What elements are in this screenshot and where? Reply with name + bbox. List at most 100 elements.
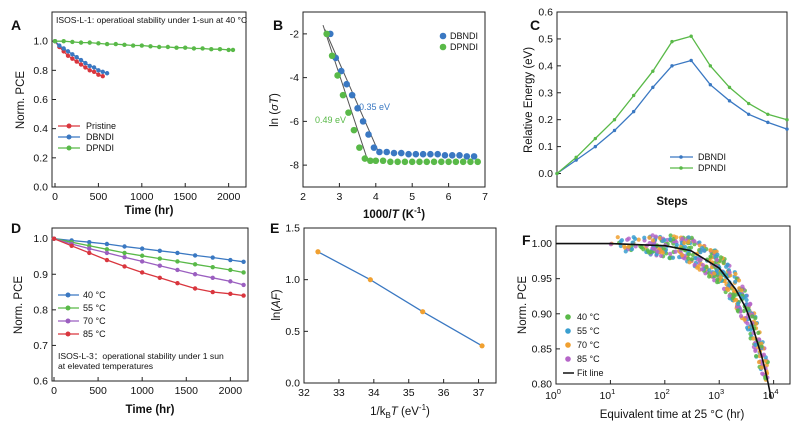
panel-d-series-0-point bbox=[175, 250, 180, 256]
panel-a-dpndi-point bbox=[78, 40, 84, 45]
panel-e-fit-line bbox=[317, 251, 483, 347]
panel-d-series-0-line bbox=[53, 238, 244, 263]
panel-f-point bbox=[699, 267, 705, 272]
panel-d-series-3-point bbox=[210, 289, 215, 295]
legend-85c-label: 85 °C bbox=[577, 354, 600, 364]
panel-f-frame bbox=[555, 225, 791, 385]
panel-b-x-ticks: 2 3 4 5 6 7 bbox=[300, 183, 488, 203]
panel-f-point bbox=[759, 344, 764, 349]
panel-d-series-0-point bbox=[157, 248, 163, 253]
legend-dbndi-marker bbox=[439, 32, 447, 40]
panel-d-series-2-point bbox=[157, 263, 163, 268]
x-tick-label: 37 bbox=[473, 387, 485, 399]
panel-d-series-3-point bbox=[51, 236, 57, 241]
panel-c-dbndi-point bbox=[708, 82, 713, 87]
panel-f-point bbox=[677, 255, 682, 260]
panel-f-point bbox=[712, 271, 717, 276]
panel-f-point bbox=[647, 235, 652, 240]
panel-a-dpndi-point bbox=[113, 41, 118, 47]
panel-f-point bbox=[629, 247, 635, 252]
panel-a-x-ticks: 0 500 1000 1500 2000 bbox=[52, 183, 240, 203]
panel-b-dbndi-point bbox=[434, 150, 441, 158]
panel-f-point bbox=[650, 233, 655, 238]
x-tick-label: 104 bbox=[763, 387, 779, 402]
panel-d-series-1-point bbox=[241, 270, 246, 275]
panel-f-point bbox=[622, 244, 627, 249]
x-tick-label: 100 bbox=[545, 387, 561, 402]
panel-f-point bbox=[714, 268, 719, 273]
panel-b-dpndi-point bbox=[339, 91, 347, 99]
x-tick-label: 4 bbox=[373, 191, 379, 203]
panel-a-pristine-point bbox=[91, 69, 97, 74]
panel-f-point bbox=[674, 235, 679, 240]
panel-e-point bbox=[367, 277, 373, 283]
panel-f-point bbox=[727, 270, 732, 275]
panel-d: D 0.6 0.7 0.8 0.9 1.0 0 500 1000 1500 2000 40 °C… bbox=[11, 220, 249, 416]
legend-85c-marker bbox=[65, 331, 71, 337]
panel-a-dpndi-point bbox=[200, 46, 205, 51]
panel-d-series-3-point bbox=[139, 270, 145, 275]
panel-a-dpndi-point bbox=[70, 39, 75, 45]
panel-e-series bbox=[315, 249, 485, 349]
panel-d-series-3-point bbox=[175, 280, 180, 286]
panel-e-letter: E bbox=[270, 220, 279, 236]
panel-a-pristine-point bbox=[96, 72, 101, 77]
panel-f-point bbox=[687, 260, 692, 265]
x-tick-label: 103 bbox=[708, 387, 724, 402]
panel-f-point bbox=[708, 248, 713, 253]
panel-f-point bbox=[682, 256, 687, 261]
panel-f-point bbox=[680, 236, 685, 241]
x-tick-label: 2000 bbox=[219, 385, 243, 397]
panel-c-legend: DBNDI DPNDI bbox=[670, 152, 726, 173]
panel-a-dpndi-point bbox=[209, 46, 214, 52]
panel-d-series-3-point bbox=[122, 264, 127, 269]
panel-d-series-0-point bbox=[228, 257, 233, 263]
panel-a-pristine-point bbox=[83, 65, 88, 70]
panel-c: C 0.0 0.1 0.2 0.3 0.4 0.5 0.6 DBNDI DPNDI Step… bbox=[523, 7, 789, 208]
x-tick-label: 6 bbox=[446, 191, 452, 203]
x-tick-label: 1000 bbox=[130, 191, 154, 203]
legend-dbndi-label: DBNDI bbox=[450, 31, 478, 41]
panel-c-dpndi-point bbox=[708, 64, 713, 68]
panel-f-point bbox=[700, 246, 705, 251]
y-tick-label: -2 bbox=[290, 28, 299, 40]
panel-a-dpndi-point bbox=[87, 40, 92, 45]
panel-a-frame bbox=[51, 11, 247, 188]
x-tick-label: 36 bbox=[438, 387, 450, 399]
panel-d-series-0-point bbox=[139, 246, 145, 251]
panel-c-dpndi-point bbox=[612, 117, 617, 122]
panel-f-point bbox=[698, 257, 703, 262]
panel-f-point bbox=[753, 348, 758, 353]
panel-c-dpndi-point bbox=[651, 69, 655, 73]
panel-b-dpndi-point bbox=[467, 158, 474, 166]
panel-d-series-1-line bbox=[53, 238, 244, 274]
panel-d-series-3-point bbox=[104, 257, 110, 263]
panel-b-dpndi-point bbox=[379, 157, 387, 165]
panel-f-point bbox=[735, 308, 740, 313]
y-tick-label: 0.1 bbox=[538, 141, 553, 153]
panel-d-series-2-point bbox=[210, 275, 215, 281]
panel-f-point bbox=[689, 257, 695, 262]
panel-f-point bbox=[698, 250, 703, 255]
panel-d-series-3-point bbox=[69, 243, 74, 248]
panel-e-point bbox=[420, 309, 426, 315]
panel-f-point bbox=[733, 279, 738, 284]
panel-d-series-0-point bbox=[241, 259, 246, 265]
panel-e-frame bbox=[303, 227, 497, 384]
panel-f-point bbox=[700, 262, 706, 268]
panel-b-dpndi-point bbox=[423, 158, 431, 166]
panel-d-series-3-point bbox=[157, 275, 163, 281]
panel-b-dpndi-point bbox=[401, 158, 409, 166]
x-tick-label: 7 bbox=[482, 191, 488, 203]
panel-d-series-1-point bbox=[228, 267, 233, 273]
panel-c-dpndi-point bbox=[746, 101, 751, 106]
panel-f-point bbox=[686, 252, 692, 257]
panel-b-dbndi-point bbox=[348, 91, 356, 99]
panel-a-y-label: Norm. PCE bbox=[15, 71, 27, 129]
panel-f-point bbox=[655, 249, 660, 254]
panel-d-series-2-point bbox=[175, 267, 180, 273]
x-tick-label: 2000 bbox=[217, 191, 241, 203]
panel-a-y-ticks: 0.0 0.2 0.4 0.6 0.8 1.0 bbox=[33, 36, 56, 194]
panel-b-dbndi-point bbox=[359, 118, 367, 125]
panel-c-series bbox=[555, 34, 789, 176]
